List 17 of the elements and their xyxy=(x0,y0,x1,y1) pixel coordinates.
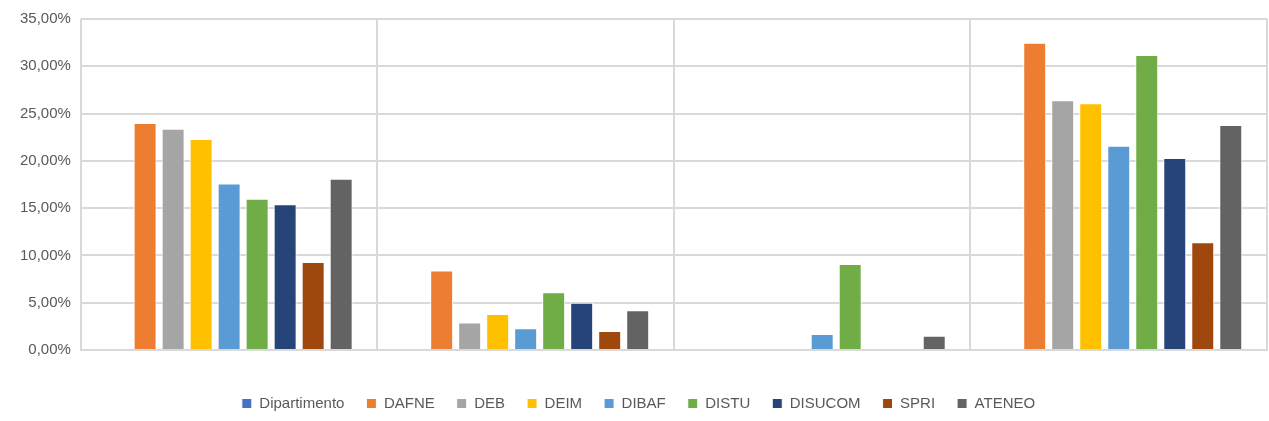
y-tick-label: 15,00% xyxy=(20,198,71,216)
legend-label: DEB xyxy=(474,393,506,411)
legend-label: Dipartimento xyxy=(259,393,345,411)
legend-label: ATENEO xyxy=(974,393,1036,411)
legend-label: DIBAF xyxy=(621,393,666,411)
y-tick-label: 25,00% xyxy=(20,103,71,121)
legend-label: DEIM xyxy=(544,393,583,411)
y-tick-label: 20,00% xyxy=(20,151,71,168)
legend-label: DISUCOM xyxy=(789,393,861,411)
y-tick-label: 5,00% xyxy=(28,292,71,310)
legend-label: SPRI xyxy=(900,393,936,411)
y-tick-label: 30,00% xyxy=(20,56,71,74)
y-tick-label: 10,00% xyxy=(20,245,71,263)
y-tick-label: 35,00% xyxy=(20,9,71,27)
legend-label: DAFNE xyxy=(383,393,435,411)
y-tick-label: 0,00% xyxy=(28,340,71,358)
legend-label: DISTU xyxy=(705,393,751,411)
